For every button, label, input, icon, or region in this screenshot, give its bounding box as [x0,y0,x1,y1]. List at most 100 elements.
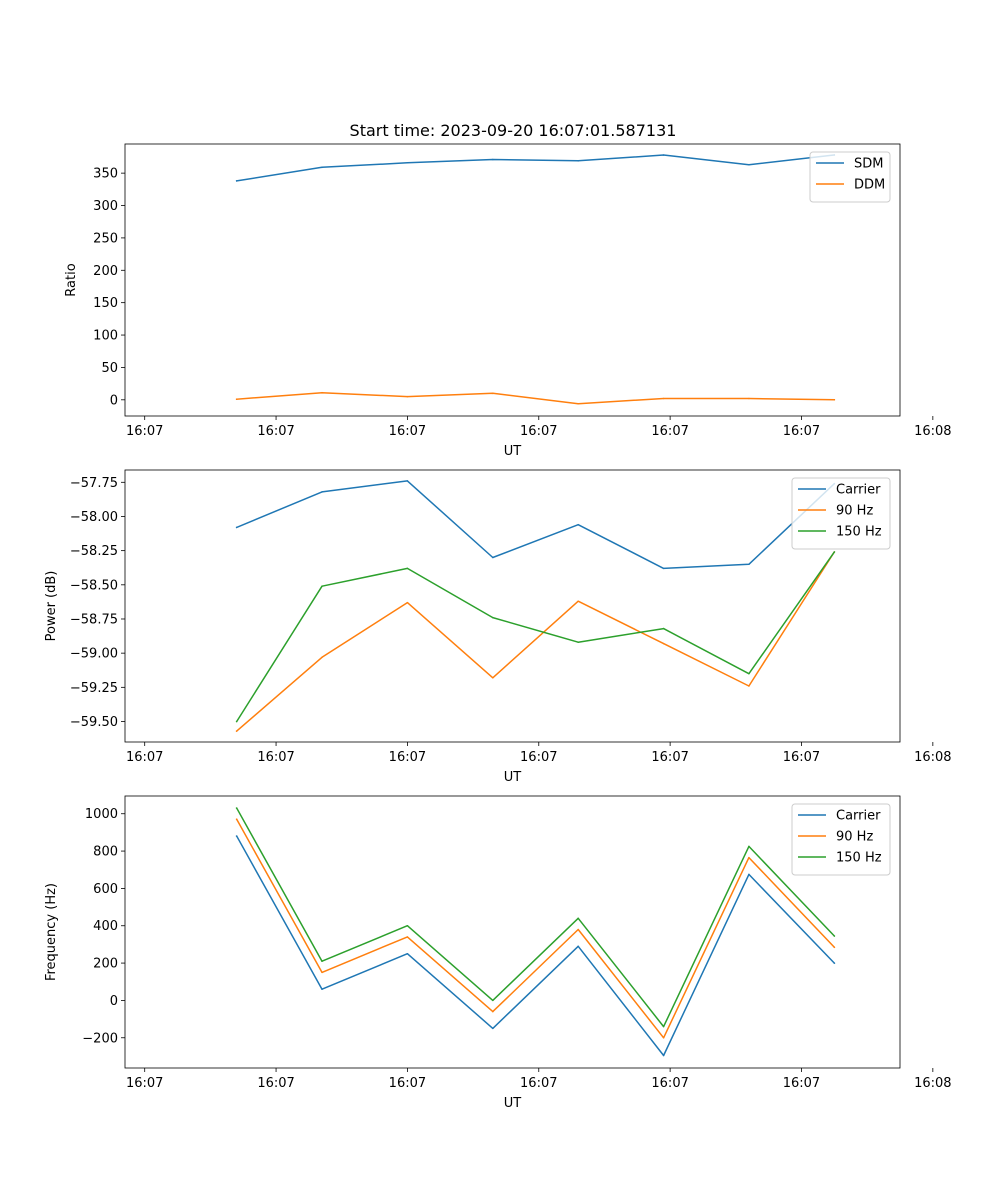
power-data-point [492,677,494,679]
power-xtick-label: 16:07 [651,750,688,765]
power-data-point [406,601,409,604]
power-data-point [235,720,238,723]
power-data-point [321,491,323,493]
frequency-series-line-90-hz [235,818,836,1039]
ratio-xtick-label: 16:07 [126,424,163,439]
ratio-data-point [748,163,750,166]
frequency-ytick-label: 800 [93,845,118,860]
ratio-xtick-label: 16:07 [783,424,820,439]
ratio-data-point [577,160,579,162]
power-data-point [235,526,238,529]
ratio-legend-box [809,151,891,203]
frequency-data-point [406,924,409,927]
ratio-series-line-ddm [235,391,836,405]
frequency-data-point [577,945,579,948]
ratio-ytick-label: 150 [93,296,118,311]
power-series-line-90-hz [235,550,836,733]
frequency-xtick-label: 16:08 [914,1076,951,1091]
frequency-ylabel: Frequency (Hz) [44,883,59,981]
frequency-ytick-label: −200 [82,1031,118,1046]
frequency-data-point [406,952,409,955]
power-ytick-label: −58.25 [70,544,118,559]
frequency-data-point [492,1010,494,1013]
ratio-data-point [748,397,750,400]
frequency-data-point [235,807,238,809]
power-data-point [492,616,494,619]
power-ytick-label: −58.75 [70,612,118,627]
power-legend-label: 90 Hz [836,504,873,519]
frequency-data-point [577,917,579,920]
ratio-legend-label: SDM [854,157,883,172]
power-data-point [577,523,579,526]
figure-title: Start time: 2023-09-20 16:07:01.587131 [350,121,677,140]
power-ytick-label: −58.00 [70,510,118,525]
frequency-data-point [748,873,750,876]
frequency-xtick-label: 16:07 [783,1076,820,1091]
power-data-point [406,480,409,482]
frequency-data-point [577,928,579,931]
frequency-legend: Carrier 90 Hz 150 Hz [791,803,891,876]
frequency-data-point [662,1025,665,1028]
power-data-point [748,685,750,687]
power-data-point [748,672,750,675]
power-ytick-label: −57.75 [70,476,118,491]
power-ytick-label: −59.00 [70,647,118,662]
frequency-ytick-label: 600 [93,882,118,897]
frequency-axes-frame [124,795,901,1069]
ratio-data-point [235,398,238,400]
power-axes-frame [124,469,901,743]
ratio-data-point [833,399,836,401]
frequency-xtick-label: 16:07 [520,1076,557,1091]
ratio-ytick-label: 100 [93,329,118,344]
ratio-xlabel: UT [504,444,522,459]
frequency-data-point [833,935,836,937]
ratio-xtick-label: 16:07 [651,424,688,439]
power-xtick-label: 16:08 [914,750,951,765]
ratio-panel: 16:07 16:07 16:07 16:07 16:07 16:07 16:08 0 50 10… [64,143,952,459]
ratio-xtick-label: 16:07 [389,424,426,439]
ratio-data-point [321,391,323,394]
frequency-data-point [321,988,323,990]
power-legend-label: Carrier [836,483,881,498]
frequency-data-point [833,962,836,964]
ratio-data-point [492,392,494,395]
frequency-series-line-150-hz [235,807,836,1028]
frequency-ytick-label: 200 [93,957,118,972]
frequency-legend-label: 90 Hz [836,830,873,845]
frequency-data-point [492,999,494,1002]
frequency-xtick-label: 16:07 [651,1076,688,1091]
power-data-point [577,641,579,643]
frequency-series-line-carrier [235,835,836,1057]
ratio-ytick-label: 300 [93,199,118,214]
ratio-data-point [492,158,494,161]
frequency-data-point [235,818,238,821]
frequency-legend-label: 150 Hz [836,851,882,866]
frequency-data-point [833,946,836,948]
power-legend-label: 150 Hz [836,525,882,540]
power-data-point [235,730,238,732]
frequency-data-point [235,835,238,837]
ratio-series-line-sdm [235,154,836,182]
power-series-line-carrier [235,480,836,570]
ratio-ytick-label: 200 [93,264,118,279]
ratio-data-point [406,395,409,398]
power-data-point [492,556,494,559]
power-xlabel: UT [504,770,522,785]
frequency-xlabel: UT [504,1096,522,1111]
ratio-data-point [235,180,238,182]
power-data-point [577,600,579,602]
ratio-ylabel: Ratio [64,263,79,296]
ratio-xtick-label: 16:07 [257,424,294,439]
ratio-ytick-label: 350 [93,167,118,182]
power-xtick-label: 16:07 [126,750,163,765]
power-ytick-label: −59.50 [70,715,118,730]
frequency-data-point [321,971,323,974]
frequency-ytick-label: 0 [110,994,118,1009]
power-data-point [748,563,750,566]
frequency-data-point [406,936,409,938]
power-data-point [662,567,665,570]
power-xtick-label: 16:07 [520,750,557,765]
ratio-data-point [577,402,579,405]
ratio-data-point [321,166,323,169]
